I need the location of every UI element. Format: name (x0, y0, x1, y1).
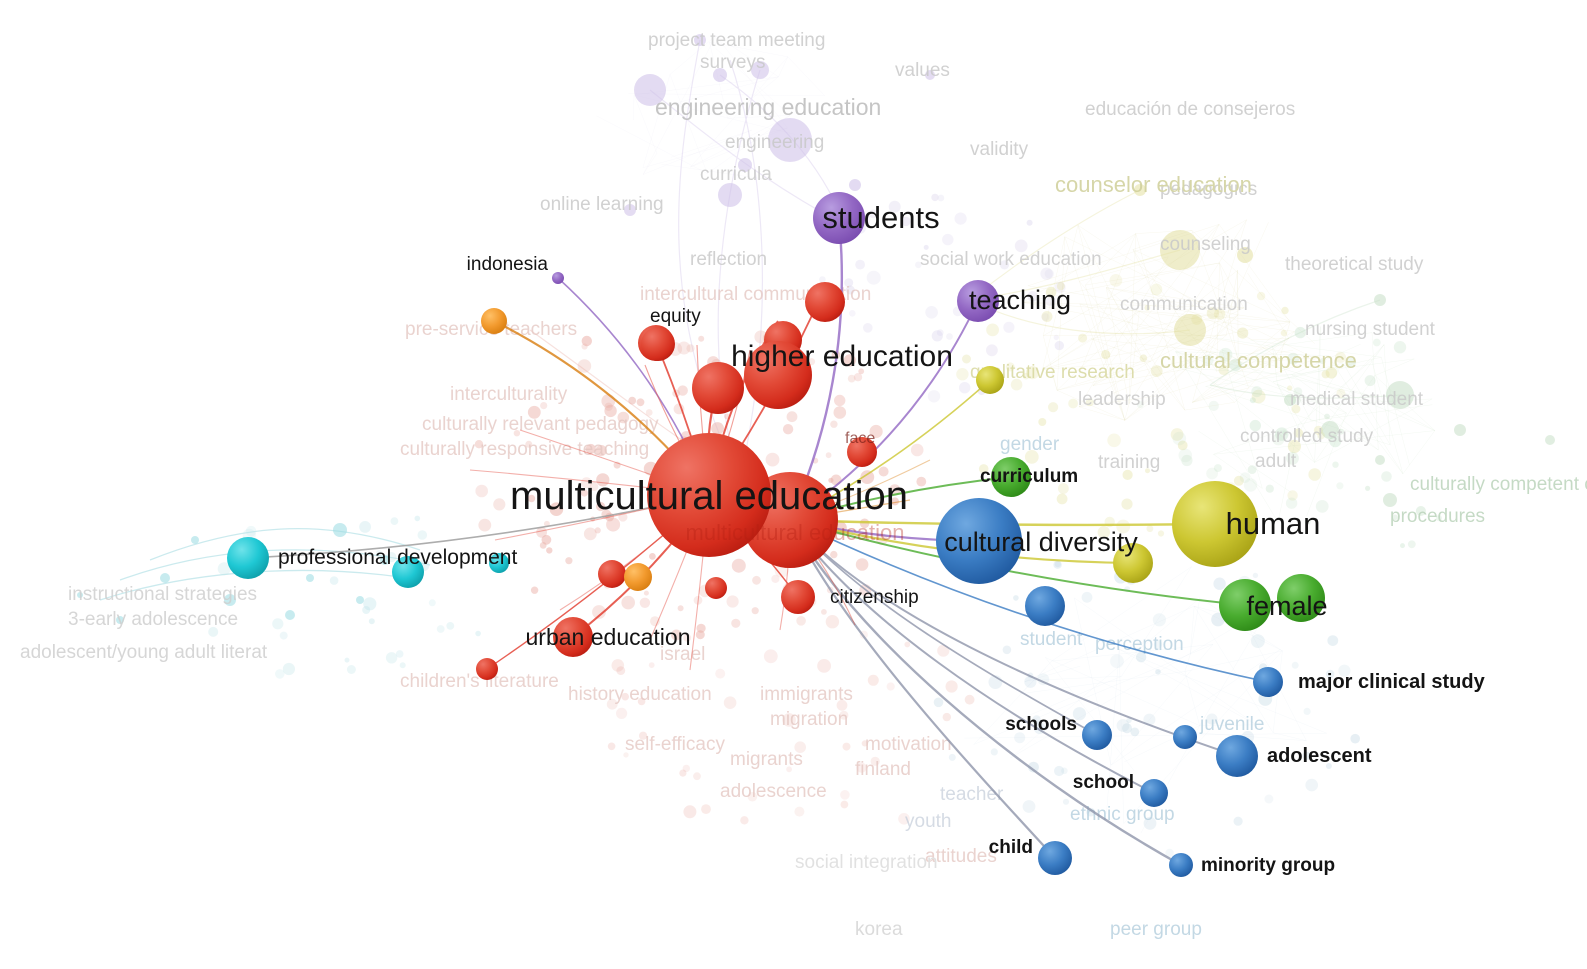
svg-text:peer group: peer group (1110, 919, 1202, 940)
svg-text:leadership: leadership (1078, 389, 1166, 410)
svg-text:schools: schools (1005, 714, 1077, 735)
svg-text:project team meeting: project team meeting (648, 30, 825, 51)
svg-text:medical student: medical student (1290, 389, 1424, 410)
svg-text:history education: history education (568, 684, 712, 705)
svg-text:culturally competent care: culturally competent care (1410, 474, 1587, 495)
svg-text:3-early adolescence: 3-early adolescence (68, 609, 238, 630)
svg-text:migrants: migrants (730, 749, 803, 770)
svg-text:counseling: counseling (1160, 234, 1251, 255)
svg-text:self-efficacy: self-efficacy (625, 734, 725, 755)
svg-text:adolescence: adolescence (720, 781, 827, 802)
svg-text:citizenship: citizenship (830, 587, 919, 608)
svg-text:juvenile: juvenile (1199, 714, 1264, 735)
svg-text:procedures: procedures (1390, 506, 1485, 527)
svg-text:adolescent/young adult literat: adolescent/young adult literat (20, 642, 268, 663)
svg-text:social work education: social work education (920, 249, 1102, 270)
svg-text:multicultural education: multicultural education (686, 520, 905, 545)
svg-text:nursing student: nursing student (1305, 319, 1436, 340)
svg-text:controlled study: controlled study (1240, 426, 1374, 447)
svg-text:reflection: reflection (690, 249, 767, 270)
svg-text:major clinical study: major clinical study (1298, 671, 1486, 693)
svg-text:student: student (1020, 629, 1083, 650)
svg-text:social integration: social integration (795, 852, 938, 873)
svg-text:engineering: engineering (725, 132, 824, 153)
svg-text:korea: korea (855, 919, 903, 940)
svg-text:gender: gender (1000, 434, 1060, 455)
svg-text:perception: perception (1095, 634, 1184, 655)
svg-text:indonesia: indonesia (467, 254, 549, 275)
svg-text:multicultural education: multicultural education (510, 474, 908, 518)
svg-text:engineering education: engineering education (655, 94, 881, 120)
svg-text:interculturality: interculturality (450, 384, 568, 405)
svg-text:urban education: urban education (526, 624, 691, 650)
svg-text:cultural diversity: cultural diversity (944, 527, 1138, 557)
svg-text:school: school (1073, 772, 1134, 793)
svg-text:female: female (1246, 591, 1327, 621)
svg-text:surveys: surveys (700, 52, 765, 73)
svg-text:youth: youth (905, 811, 951, 832)
svg-text:motivation: motivation (865, 734, 952, 755)
svg-text:students: students (822, 200, 939, 235)
svg-text:educación de consejeros: educación de consejeros (1085, 99, 1295, 120)
svg-text:higher education: higher education (731, 340, 953, 373)
svg-text:equity: equity (650, 306, 701, 327)
svg-text:adult: adult (1255, 451, 1297, 472)
svg-text:human: human (1226, 506, 1321, 541)
svg-text:values: values (895, 60, 950, 81)
svg-text:curriculum: curriculum (980, 466, 1078, 487)
svg-text:culturally relevant pedagogy: culturally relevant pedagogy (422, 414, 659, 435)
svg-text:communication: communication (1120, 294, 1248, 315)
svg-text:cultural competence: cultural competence (1160, 348, 1357, 373)
svg-text:theoretical study: theoretical study (1285, 254, 1424, 275)
svg-text:minority group: minority group (1201, 855, 1335, 876)
svg-text:teacher: teacher (940, 784, 1004, 805)
svg-text:adolescent: adolescent (1267, 745, 1372, 767)
svg-text:counselor education: counselor education (1055, 172, 1252, 197)
svg-text:finland: finland (855, 759, 911, 780)
svg-text:face: face (845, 430, 875, 447)
svg-text:immigrants: immigrants (760, 684, 853, 705)
svg-text:culturally responsive teaching: culturally responsive teaching (400, 439, 649, 460)
svg-text:online learning: online learning (540, 194, 664, 215)
svg-text:curricula: curricula (700, 164, 772, 185)
svg-text:child: child (989, 837, 1033, 858)
svg-text:instructional strategies: instructional strategies (68, 584, 257, 605)
svg-text:validity: validity (970, 139, 1029, 160)
svg-text:teaching: teaching (969, 285, 1071, 315)
svg-text:training: training (1098, 452, 1160, 473)
svg-text:migration: migration (770, 709, 848, 730)
svg-text:professional development: professional development (278, 546, 517, 569)
